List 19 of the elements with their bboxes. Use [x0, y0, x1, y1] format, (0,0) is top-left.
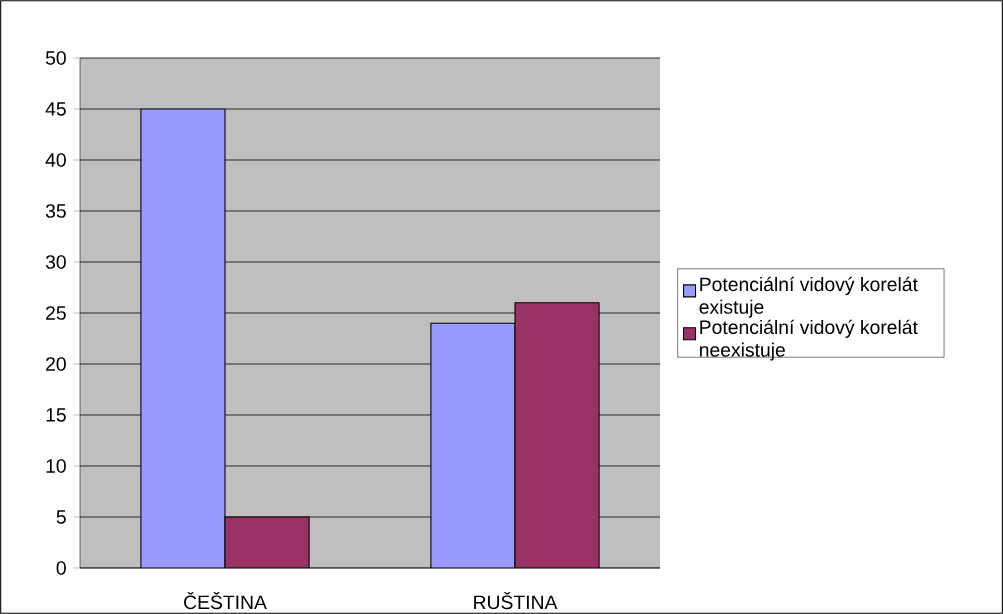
- y-tick-label: 15: [46, 408, 66, 422]
- y-tick-label: 20: [46, 357, 66, 371]
- bar: [140, 108, 226, 568]
- y-tick-label: 50: [45, 51, 66, 65]
- y-tick-label: 25: [46, 306, 66, 320]
- x-tick-label: RUŠTINA: [474, 592, 558, 610]
- bar: [514, 302, 600, 568]
- y-tick-label: 45: [45, 102, 66, 116]
- y-tick-label: 5: [56, 510, 66, 524]
- y-tick-label: 35: [45, 204, 66, 218]
- legend-label: Potenciální vidový korelát neexistuje: [700, 319, 918, 361]
- y-tick-label: 40: [45, 153, 66, 167]
- y-tick-label: 30: [45, 255, 66, 269]
- x-tick-label: ČEŠTINA: [184, 592, 267, 610]
- legend-label: Potenciální vidový korelát existuje: [699, 276, 918, 318]
- bar: [224, 516, 310, 568]
- y-tick-label: 0: [56, 561, 66, 575]
- bar: [430, 322, 516, 568]
- y-tick-label: 10: [46, 459, 66, 473]
